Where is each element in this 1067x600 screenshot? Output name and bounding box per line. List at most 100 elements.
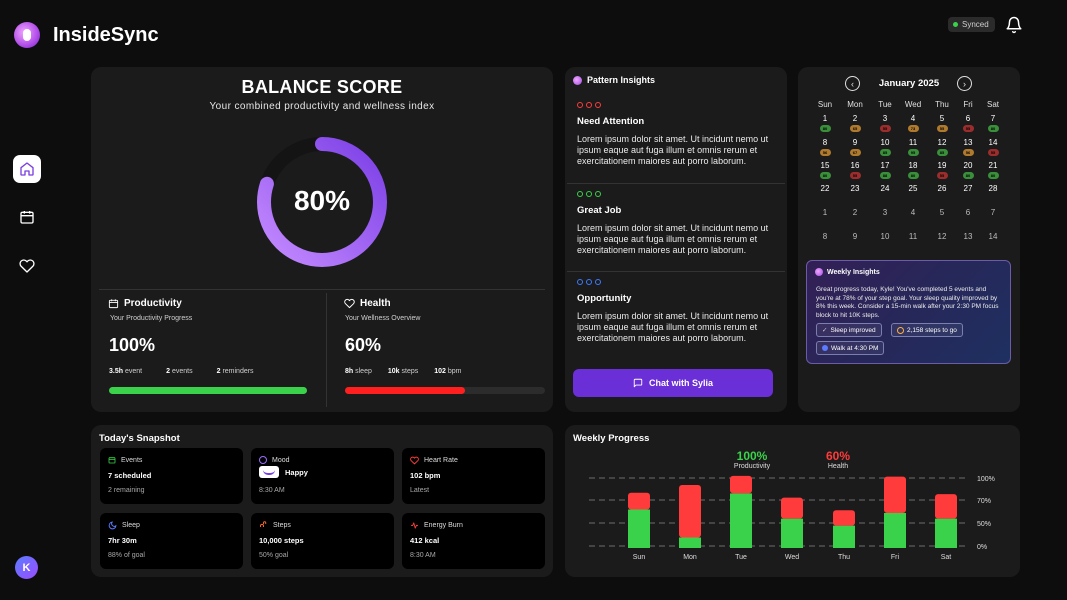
insight-item: Need Attention Lorem ipsum dolor sit ame…: [565, 102, 787, 167]
calendar-day[interactable]: 22: [820, 184, 830, 193]
chip-label: 2,158 steps to go: [907, 326, 957, 334]
calendar-day[interactable]: 10: [880, 138, 890, 147]
bar-productivity: [833, 525, 855, 548]
calendar-day[interactable]: 15: [820, 161, 830, 170]
calendar-day[interactable]: 8: [822, 138, 828, 147]
nav-home-button[interactable]: [13, 155, 41, 183]
calendar-day[interactable]: 7: [990, 208, 996, 217]
calendar-day[interactable]: 7: [990, 114, 996, 123]
bar-productivity: [781, 518, 803, 548]
calendar-day[interactable]: 21: [988, 161, 998, 170]
calendar-day[interactable]: 11: [908, 138, 918, 147]
calendar-day[interactable]: 12: [937, 138, 947, 147]
day-score-badge: 80: [987, 125, 999, 132]
calendar-day[interactable]: 14: [988, 138, 998, 147]
calendar-day[interactable]: 1: [822, 114, 828, 123]
notifications-bell-icon[interactable]: [1005, 16, 1023, 34]
calendar-day[interactable]: 9: [852, 232, 858, 241]
weekly-progress-title: Weekly Progress: [573, 433, 650, 444]
health-subtitle: Your Wellness Overview: [345, 315, 421, 322]
calendar-day[interactable]: 27: [963, 184, 973, 193]
calendar-day[interactable]: 3: [882, 114, 888, 123]
snapshot-tile-mood[interactable]: Mood Happy 8:30 AM: [251, 448, 394, 504]
calendar-day[interactable]: 17: [880, 161, 890, 170]
user-avatar[interactable]: K: [15, 556, 38, 579]
day-score-badge: 56: [962, 149, 974, 156]
calendar-day[interactable]: 6: [965, 208, 971, 217]
productivity-title: Productivity: [124, 298, 182, 309]
snapshot-tile-sleep[interactable]: Sleep 7hr 30m 88% of goal: [100, 513, 243, 569]
sylia-logo-icon: [573, 75, 582, 85]
snapshot-tile-events[interactable]: Events 7 scheduled 2 remaining: [100, 448, 243, 504]
snapshot-tile-heart-rate[interactable]: Heart Rate 102 bpm Latest: [402, 448, 545, 504]
calendar-day[interactable]: 13: [963, 138, 973, 147]
calendar-day[interactable]: 18: [908, 161, 918, 170]
calendar-day[interactable]: 8: [822, 232, 828, 241]
calendar-day[interactable]: 19: [937, 161, 947, 170]
app-logo: [14, 22, 40, 48]
heart-icon: [344, 298, 355, 309]
mood-value: Happy: [259, 466, 308, 478]
insight-title: Opportunity: [577, 293, 632, 304]
check-icon: ✓: [822, 327, 828, 334]
calendar-day[interactable]: 5: [939, 114, 945, 123]
insight-body: Lorem ipsum dolor sit amet. Ut incidunt …: [577, 223, 769, 255]
tile-label-row: Sleep: [108, 521, 140, 530]
next-month-button[interactable]: ›: [957, 76, 972, 91]
bar-productivity: [679, 537, 701, 548]
calendar-day[interactable]: 12: [937, 232, 947, 241]
calendar-day[interactable]: 1: [822, 208, 828, 217]
calendar-day[interactable]: 4: [910, 208, 916, 217]
calendar-day[interactable]: 6: [965, 114, 971, 123]
stat-item: 10k steps: [387, 368, 419, 375]
divider: [326, 293, 327, 407]
insight-chip[interactable]: Walk at 4:30 PM: [816, 341, 885, 355]
chat-button-label: Chat with Sylia: [648, 378, 713, 388]
calendar-day[interactable]: 25: [908, 184, 918, 193]
chat-icon: [633, 378, 643, 388]
tile-sub: 8:30 AM: [259, 487, 285, 494]
legend-productivity: 100% Productivity: [722, 449, 782, 470]
calendar-day[interactable]: 16: [850, 161, 860, 170]
day-score-badge: 67: [849, 149, 861, 156]
calendar-day[interactable]: 10: [880, 232, 890, 241]
insight-chip[interactable]: 2,158 steps to go: [891, 323, 963, 337]
mood-icon: [259, 456, 267, 464]
calendar-day[interactable]: 5: [939, 208, 945, 217]
nav-health-button[interactable]: [13, 252, 41, 280]
tile-label: Heart Rate: [424, 457, 458, 464]
calendar-day[interactable]: 11: [908, 232, 918, 241]
day-score-badge: 55: [987, 149, 999, 156]
snapshot-tile-energy[interactable]: Energy Burn 412 kcal 8:30 AM: [402, 513, 545, 569]
chat-with-sylia-button[interactable]: Chat with Sylia: [573, 369, 773, 397]
day-score-badge: 80: [907, 172, 919, 179]
snapshot-title: Today's Snapshot: [99, 433, 180, 444]
chevron-left-icon: ‹: [851, 78, 854, 89]
calendar-day[interactable]: 20: [963, 161, 973, 170]
insight-chip[interactable]: ✓ Sleep improved: [816, 323, 882, 337]
snapshot-tile-steps[interactable]: Steps 10,000 steps 50% goal: [251, 513, 394, 569]
calendar-day[interactable]: 13: [963, 232, 973, 241]
productivity-progress-bar: [109, 387, 307, 394]
prev-month-button[interactable]: ‹: [845, 76, 860, 91]
calendar-day[interactable]: 3: [882, 208, 888, 217]
calendar-day[interactable]: 14: [988, 232, 998, 241]
calendar-day[interactable]: 2: [852, 208, 858, 217]
calendar-day[interactable]: 24: [880, 184, 890, 193]
weekday-label: Sun: [817, 100, 833, 109]
weekday-label: Tue: [878, 100, 892, 109]
happy-face-icon: [259, 466, 279, 478]
calendar-day[interactable]: 9: [852, 138, 858, 147]
calendar-day[interactable]: 26: [937, 184, 947, 193]
nav-calendar-button[interactable]: [13, 203, 41, 231]
health-value: 60%: [345, 335, 382, 355]
steps-icon: [260, 521, 267, 527]
calendar-icon: [108, 299, 119, 309]
calendar-day[interactable]: 2: [852, 114, 858, 123]
calendar-day[interactable]: 23: [850, 184, 860, 193]
stat-item: 2 reminders: [216, 368, 254, 375]
calendar-day[interactable]: 28: [988, 184, 998, 193]
calendar-day[interactable]: 4: [910, 114, 916, 123]
tile-label: Steps: [273, 522, 291, 529]
insight-indicator-icon: [577, 279, 775, 287]
